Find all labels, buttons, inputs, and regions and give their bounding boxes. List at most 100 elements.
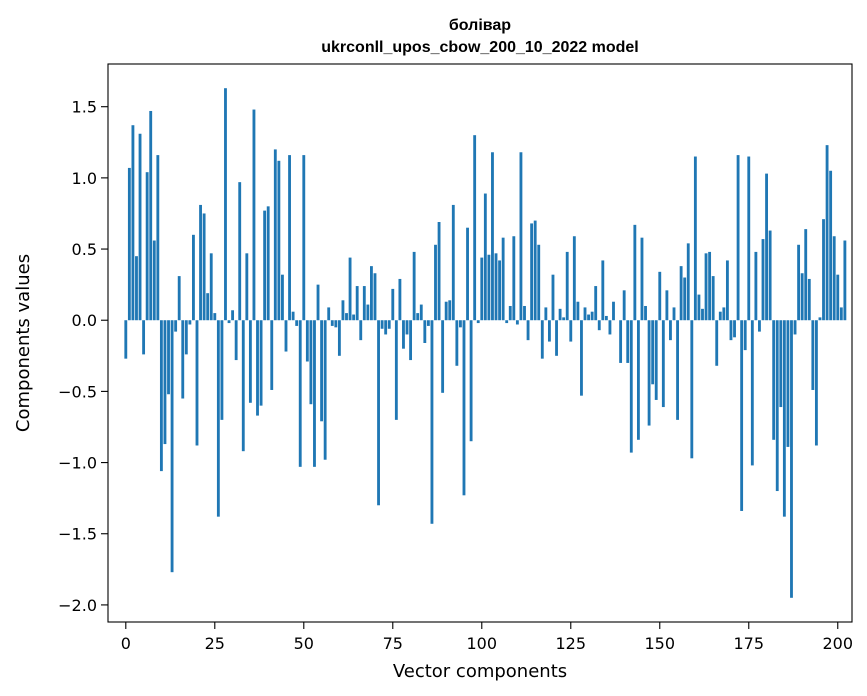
bar-92 <box>451 204 455 321</box>
bar-66 <box>359 320 363 341</box>
bar-130 <box>587 314 590 321</box>
bar-80 <box>409 320 413 361</box>
bar-173 <box>740 320 744 511</box>
plot-area-frame <box>107 63 853 623</box>
bar-176 <box>750 320 754 466</box>
bar-57 <box>327 307 331 321</box>
bar-162 <box>701 308 704 321</box>
bar-79 <box>405 320 409 335</box>
bar-115 <box>533 220 537 321</box>
bar-171 <box>733 320 736 338</box>
bar-199 <box>832 236 836 321</box>
bar-75 <box>391 288 395 321</box>
bar-96 <box>466 227 469 321</box>
x-tick-label-2: 50 <box>294 634 314 653</box>
bar-154 <box>672 307 676 321</box>
bar-150 <box>658 271 662 321</box>
bar-164 <box>708 251 712 321</box>
bar-122 <box>558 308 562 321</box>
bar-94 <box>458 320 462 328</box>
bar-131 <box>590 311 594 321</box>
x-tick-label-5: 125 <box>556 634 587 653</box>
bar-32 <box>238 182 242 321</box>
bar-31 <box>234 320 238 361</box>
x-tick-label-6: 150 <box>644 634 675 653</box>
bar-62 <box>345 313 348 321</box>
bar-174 <box>743 320 747 351</box>
bar-109 <box>512 236 516 321</box>
bar-202 <box>843 240 847 321</box>
bar-165 <box>711 276 715 321</box>
bar-156 <box>679 266 683 321</box>
bar-23 <box>206 293 210 321</box>
bar-55 <box>320 320 324 422</box>
bar-93 <box>455 320 459 366</box>
bar-68 <box>366 304 370 321</box>
bar-136 <box>608 320 612 335</box>
bar-44 <box>281 274 284 321</box>
bar-191 <box>804 229 808 321</box>
bar-151 <box>661 320 665 408</box>
bar-196 <box>822 219 825 321</box>
bar-34 <box>245 253 249 321</box>
bar-103 <box>491 152 494 321</box>
bar-64 <box>352 314 356 321</box>
y-tick-label-0: −2.0 <box>58 596 97 615</box>
bar-1 <box>127 167 131 321</box>
bar-20 <box>195 320 199 446</box>
bar-51 <box>305 320 309 362</box>
x-tick-label-8: 200 <box>822 634 853 653</box>
bar-22 <box>202 213 206 321</box>
bar-135 <box>604 315 608 321</box>
bar-84 <box>423 320 427 343</box>
bar-60 <box>337 320 341 356</box>
bar-77 <box>398 278 402 321</box>
bar-53 <box>313 320 316 467</box>
bar-33 <box>241 320 245 452</box>
bar-3 <box>135 256 138 321</box>
bar-178 <box>758 320 761 332</box>
bar-47 <box>291 311 295 321</box>
bar-18 <box>188 320 192 325</box>
bar-48 <box>295 320 299 326</box>
bar-38 <box>259 320 263 406</box>
bar-56 <box>323 320 327 460</box>
bar-10 <box>159 320 163 472</box>
y-tick-label-3: −0.5 <box>58 382 97 401</box>
bar-90 <box>444 301 448 321</box>
bar-0 <box>124 320 128 359</box>
bar-8 <box>152 240 156 321</box>
bar-144 <box>636 320 640 440</box>
bar-67 <box>362 286 366 321</box>
bar-148 <box>651 320 655 385</box>
bar-69 <box>370 266 373 321</box>
bar-181 <box>768 230 772 321</box>
bar-58 <box>330 320 334 326</box>
bar-166 <box>715 320 719 366</box>
bar-21 <box>199 204 202 321</box>
bar-114 <box>530 223 534 321</box>
bar-6 <box>145 172 149 321</box>
bar-163 <box>704 253 708 321</box>
bar-139 <box>619 320 623 363</box>
bars-group <box>124 88 847 598</box>
y-tick-label-1: −1.5 <box>58 525 97 544</box>
bar-37 <box>256 320 259 416</box>
bar-189 <box>797 244 801 321</box>
y-tick-label-2: −1.0 <box>58 454 97 473</box>
bar-91 <box>448 300 452 321</box>
bar-186 <box>786 320 790 447</box>
bar-86 <box>430 320 434 524</box>
bar-35 <box>248 320 252 403</box>
bar-193 <box>811 320 815 390</box>
bar-124 <box>565 251 569 321</box>
bar-108 <box>508 305 512 321</box>
bar-2 <box>131 125 135 321</box>
bar-73 <box>384 320 388 335</box>
bar-50 <box>302 155 306 321</box>
bar-16 <box>181 320 185 399</box>
bar-194 <box>814 320 818 446</box>
bar-169 <box>725 260 729 321</box>
y-tick-label-5: 0.5 <box>72 240 97 259</box>
